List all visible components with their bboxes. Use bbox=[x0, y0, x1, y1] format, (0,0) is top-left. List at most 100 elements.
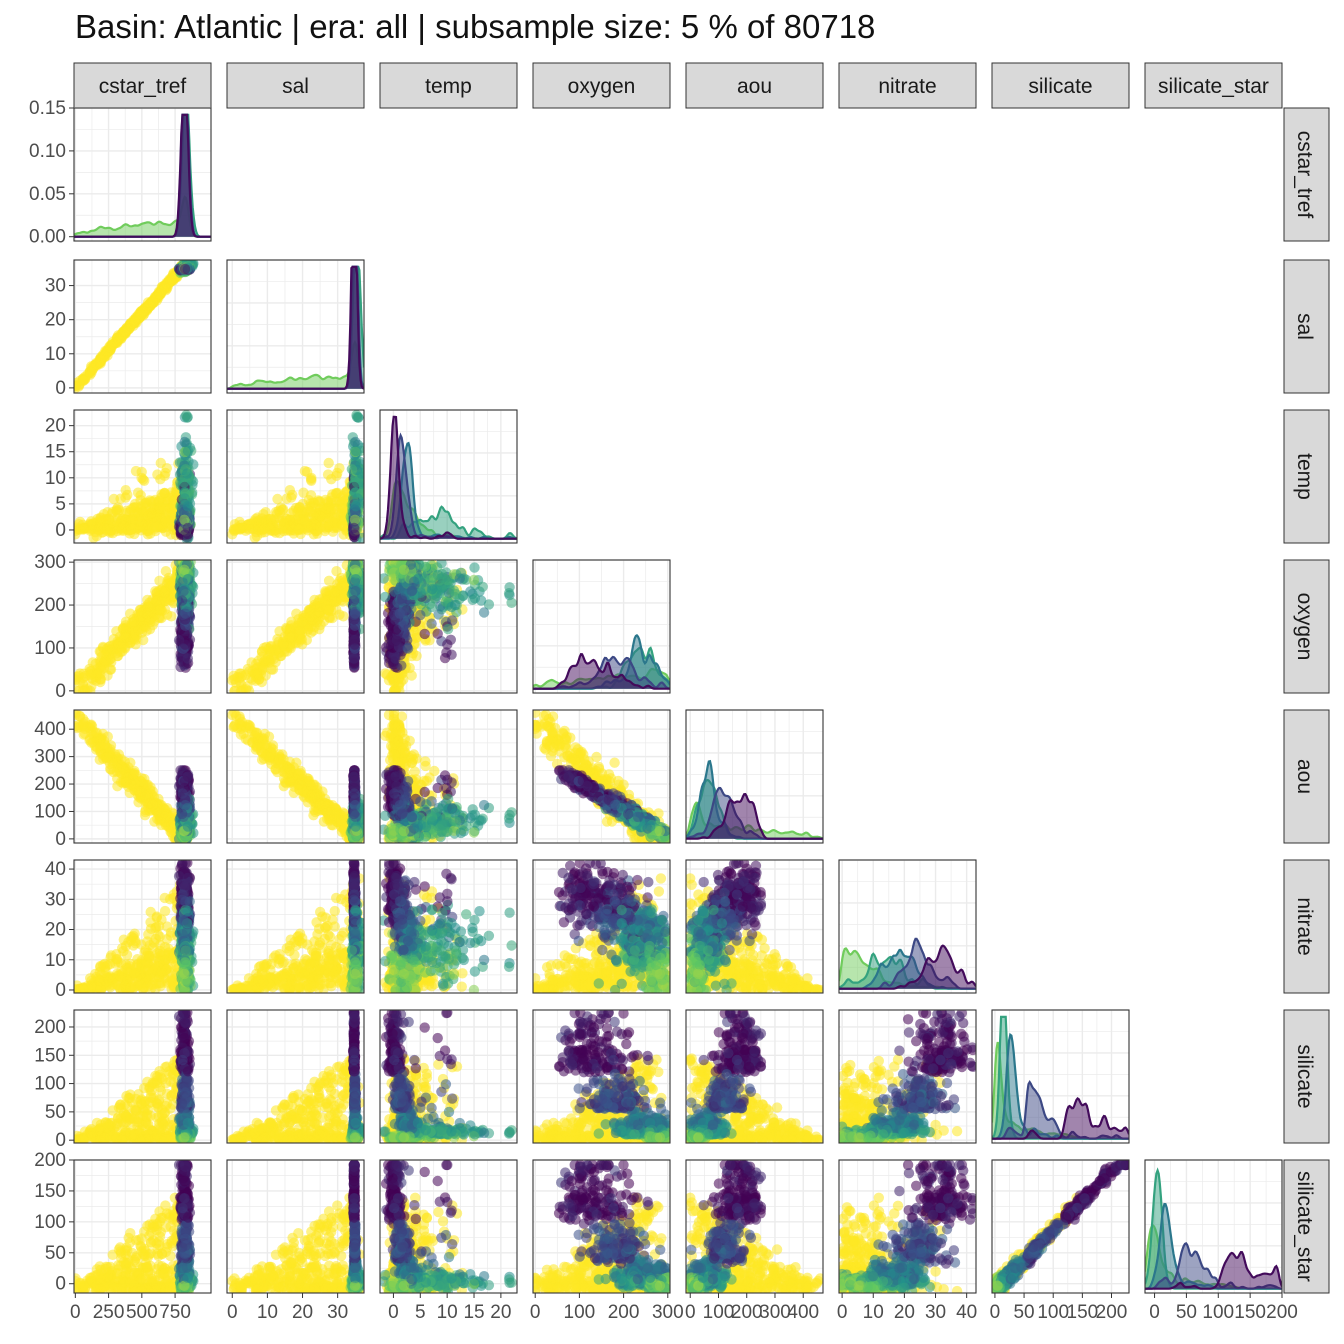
scatter-point bbox=[230, 677, 242, 688]
scatter-point bbox=[302, 525, 314, 536]
scatter-point bbox=[315, 510, 326, 522]
scatter-point bbox=[168, 597, 179, 609]
strip-top-cstar_tref bbox=[73, 62, 212, 109]
scatter-point bbox=[182, 468, 193, 479]
scatter-point bbox=[323, 604, 335, 616]
scatter-point bbox=[229, 524, 240, 535]
strip-top-label-silicate: silicate bbox=[1028, 75, 1092, 98]
scatter-point bbox=[113, 504, 125, 516]
scatter-point bbox=[270, 645, 281, 656]
scatter-point bbox=[129, 316, 140, 328]
scatter-point bbox=[147, 522, 158, 533]
scatter-oxygen-cstar_tref bbox=[74, 560, 199, 693]
scatter-point bbox=[315, 619, 326, 631]
scatter-point bbox=[326, 492, 337, 503]
strip-right-label-silicate: silicate bbox=[1293, 1044, 1316, 1108]
scatter-point bbox=[154, 501, 166, 512]
scatter-point bbox=[99, 351, 111, 362]
scatter-point bbox=[74, 524, 81, 535]
density-area-cstar_tref bbox=[74, 114, 211, 237]
scatter-point bbox=[336, 503, 347, 514]
scatter-point bbox=[99, 523, 111, 534]
scatter-point bbox=[294, 509, 306, 521]
scatter-point bbox=[323, 575, 335, 586]
strip-top-label-nitrate: nitrate bbox=[878, 75, 936, 98]
density-temp-temp bbox=[380, 415, 517, 540]
scatter-point bbox=[120, 492, 131, 503]
scatter-point bbox=[179, 263, 191, 275]
scatter-point bbox=[350, 445, 362, 457]
scatter-point bbox=[188, 459, 199, 470]
scatter-point bbox=[349, 514, 361, 525]
strip-right-label-sal: sal bbox=[1293, 313, 1316, 340]
scatter-point bbox=[294, 626, 306, 637]
scatter-point bbox=[331, 470, 342, 481]
strip-top-temp bbox=[379, 62, 518, 109]
scatter-point bbox=[334, 609, 345, 620]
panel-border-temp-cstar_tref bbox=[73, 409, 212, 544]
scatter-point bbox=[179, 529, 191, 540]
scatter-temp-sal bbox=[227, 410, 364, 543]
scatter-point bbox=[176, 595, 188, 606]
strip-right-label-aou: aou bbox=[1293, 759, 1316, 794]
strip-top-silicate bbox=[991, 62, 1130, 109]
scatter-point bbox=[295, 633, 306, 645]
density-sal-sal bbox=[227, 265, 364, 390]
strip-top-nitrate bbox=[838, 62, 977, 109]
strip-right-label-silicate_star: silicate_star bbox=[1293, 1171, 1316, 1282]
scatter-point bbox=[87, 657, 99, 668]
panel-border-cstar_tref-cstar_tref bbox=[73, 107, 212, 242]
scatter-point bbox=[179, 477, 190, 488]
scatter-point bbox=[113, 639, 125, 650]
scatter-point bbox=[182, 653, 193, 664]
scatter-point bbox=[229, 685, 240, 693]
scatter-point bbox=[272, 493, 283, 505]
strip-right-nitrate bbox=[1283, 859, 1330, 994]
scatter-point bbox=[356, 468, 364, 479]
scatter-point bbox=[179, 514, 190, 525]
scatter-point bbox=[159, 587, 171, 598]
strip-top-label-silicate_star: silicate_star bbox=[1158, 75, 1269, 98]
strip-top-label-aou: aou bbox=[737, 75, 772, 98]
scatter-point bbox=[291, 520, 302, 531]
strip-right-oxygen bbox=[1283, 559, 1330, 694]
scatter-point bbox=[351, 477, 363, 488]
scatter-point bbox=[179, 564, 190, 575]
density-cstar_tref-cstar_tref bbox=[74, 113, 211, 238]
scatter-point bbox=[259, 523, 270, 534]
panel-border-temp-sal bbox=[226, 409, 365, 544]
strip-right-aou bbox=[1283, 709, 1330, 844]
panel-border-temp-temp bbox=[379, 409, 518, 544]
scatter-point bbox=[182, 411, 193, 423]
strip-right-temp bbox=[1283, 409, 1330, 544]
scatter-point bbox=[182, 501, 194, 512]
scatter-point bbox=[291, 608, 302, 619]
scatter-point bbox=[159, 512, 171, 524]
scatter-point bbox=[142, 601, 154, 612]
strip-top-silicate_star bbox=[1144, 62, 1283, 109]
scatter-point bbox=[329, 587, 340, 598]
scatter-sal-cstar_tref bbox=[74, 260, 199, 393]
strip-right-sal bbox=[1283, 259, 1330, 394]
strip-top-label-sal: sal bbox=[282, 75, 309, 98]
scatter-point bbox=[147, 297, 158, 308]
density-area-temp bbox=[380, 416, 517, 539]
scatter-point bbox=[74, 380, 81, 391]
scatter-point bbox=[151, 595, 162, 607]
panel-border-sal-cstar_tref bbox=[73, 259, 212, 394]
scatter-point bbox=[182, 445, 194, 457]
scatter-point bbox=[240, 684, 252, 693]
scatter-point bbox=[180, 608, 191, 619]
scatter-point bbox=[129, 626, 140, 637]
strip-top-label-cstar_tref: cstar_tref bbox=[99, 75, 187, 98]
strip-right-label-nitrate: nitrate bbox=[1293, 897, 1316, 955]
scatter-point bbox=[125, 608, 136, 619]
scatter-point bbox=[74, 685, 81, 693]
scatter-point bbox=[315, 601, 326, 612]
strip-top-oxygen bbox=[532, 62, 671, 109]
density-area-sal bbox=[227, 266, 364, 389]
scatter-point bbox=[305, 474, 317, 485]
scatter-point bbox=[159, 283, 171, 294]
scatter-point bbox=[145, 496, 156, 507]
